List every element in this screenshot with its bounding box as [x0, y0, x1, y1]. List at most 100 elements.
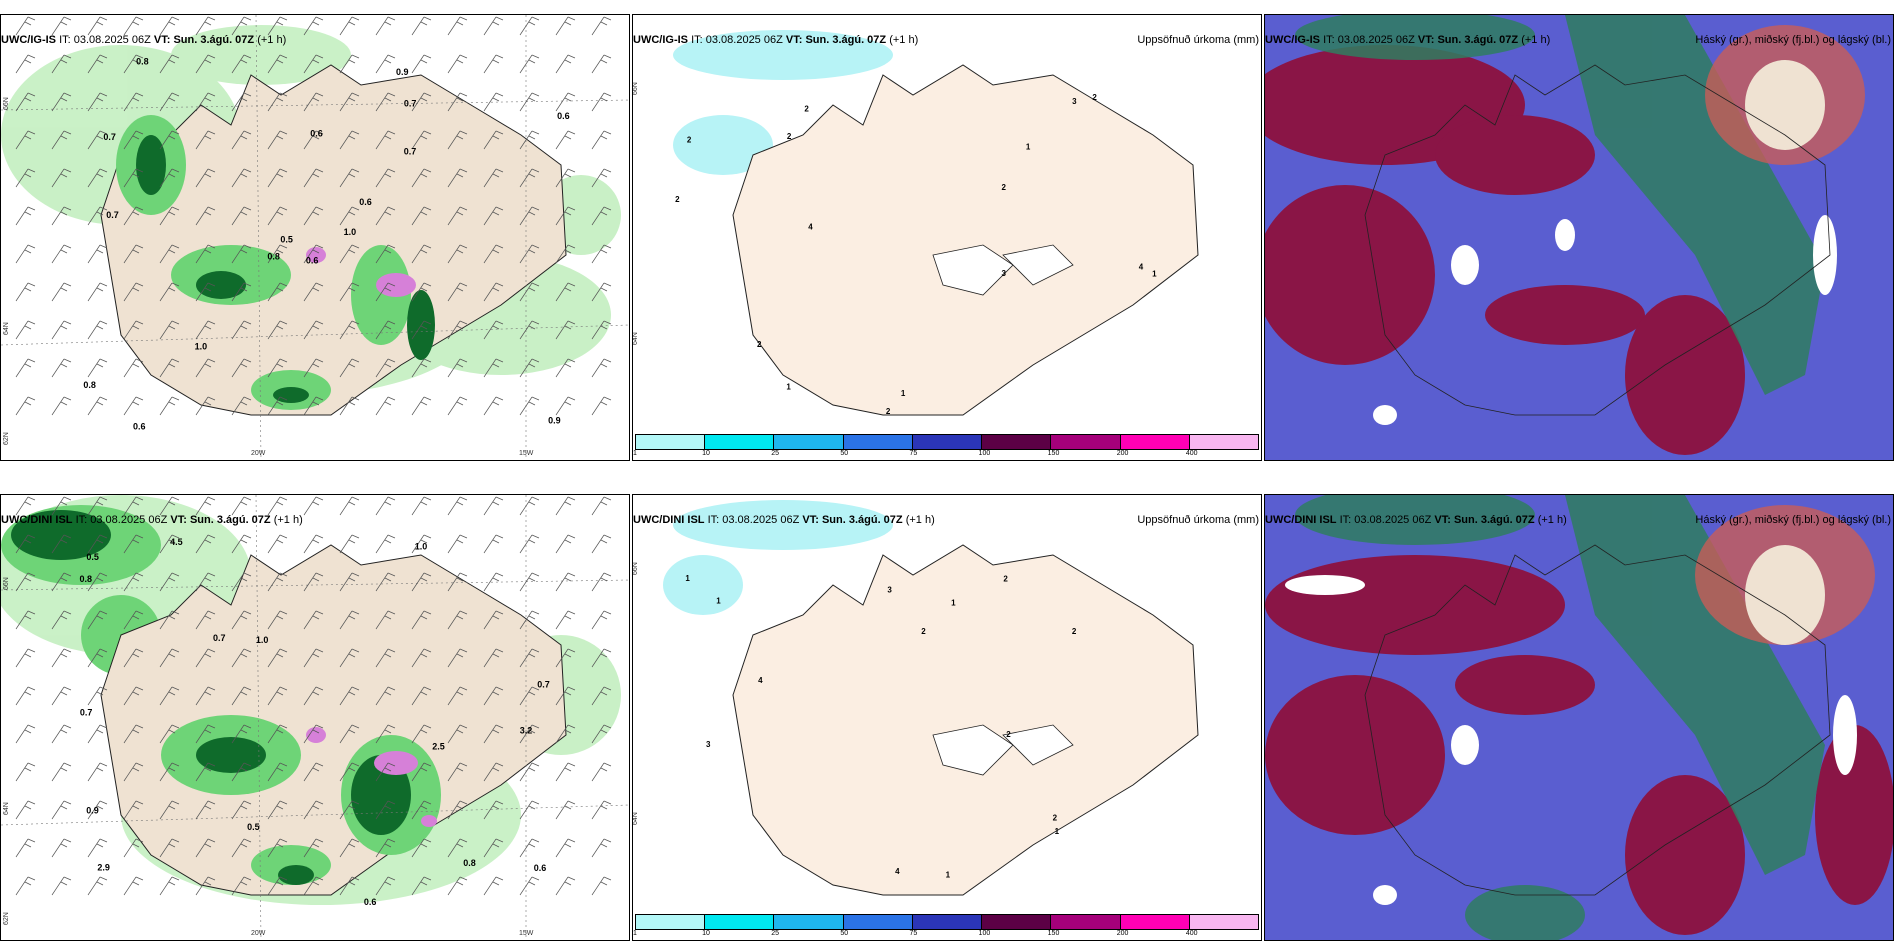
wind-barb — [519, 16, 540, 36]
wind-barb — [339, 724, 360, 744]
legend-tick-label: 1 — [633, 450, 637, 457]
vt-label: VT: — [785, 34, 803, 46]
value-label: 1.0 — [415, 541, 428, 551]
wind-barb — [159, 168, 180, 188]
wind-barb — [159, 838, 180, 858]
wind-barb — [591, 244, 612, 264]
wind-barb — [231, 16, 252, 36]
wind-barb — [447, 648, 468, 668]
wind-barb — [159, 92, 180, 112]
wind-precip-map: 0.60.70.50.80.61.00.90.60.71.00.80.90.70… — [1, 15, 629, 460]
wind-barb — [303, 244, 324, 264]
wind-barb — [447, 534, 468, 554]
wind-barb — [195, 800, 216, 820]
legend-swatch — [636, 435, 706, 449]
panel-header: UWC/DINI ISL IT: 03.08.2025 06Z VT: Sun.… — [632, 512, 1262, 528]
value-label: 0.6 — [133, 421, 146, 431]
wind-barb — [303, 686, 324, 706]
legend-swatch — [636, 915, 706, 929]
wind-barb — [195, 320, 216, 340]
wind-barb — [303, 648, 324, 668]
wind-barb — [447, 92, 468, 112]
wind-barb — [267, 244, 288, 264]
value-label: 0.6 — [306, 256, 319, 266]
value-label: 2 — [787, 132, 792, 141]
wind-barb — [339, 610, 360, 630]
wind-barb — [195, 54, 216, 74]
wind-barb — [51, 92, 72, 112]
wind-barb — [483, 648, 504, 668]
wind-barb — [519, 54, 540, 74]
value-label: 0.6 — [534, 863, 547, 873]
wind-barb — [159, 800, 180, 820]
legend-tick-label: 50 — [840, 930, 849, 937]
wind-barb — [267, 800, 288, 820]
value-label: 1 — [1055, 827, 1060, 836]
forecast-offset: (+1 h) — [905, 514, 935, 526]
wind-barb — [195, 496, 216, 516]
value-label: 2 — [1072, 627, 1077, 636]
wind-barb — [411, 800, 432, 820]
value-label: 2 — [921, 627, 926, 636]
wind-barb — [195, 130, 216, 150]
wind-barb — [339, 168, 360, 188]
wind-barb — [267, 282, 288, 302]
wind-barb — [555, 572, 576, 592]
legend-swatch — [982, 435, 1052, 449]
panel-right-title: Háský (gr.), miðský (fj.bl.) og lágský (… — [1695, 514, 1891, 526]
lat-label: 64N — [3, 322, 10, 335]
wind-barb — [231, 206, 252, 226]
wind-barb — [447, 800, 468, 820]
wind-barb — [303, 16, 324, 36]
wind-barb — [519, 800, 540, 820]
wind-barb — [519, 496, 540, 516]
map-panel-accum-precip-2: 2 1 1 2 4 3 1 2 4 3 2 1 2 1 1 10 25 50 75 100 150 200 400 66N… — [632, 494, 1262, 941]
wind-barb — [231, 724, 252, 744]
wind-barb — [231, 534, 252, 554]
precip-legend: 1 10 25 50 75 100 150 200 400 — [633, 432, 1261, 460]
wind-barb — [267, 686, 288, 706]
it-value: 03.08.2025 06Z — [722, 514, 800, 526]
wind-barb — [591, 358, 612, 378]
wind-barb — [555, 762, 576, 782]
wind-barb — [411, 168, 432, 188]
wind-barb — [375, 572, 396, 592]
value-label: 2 — [757, 340, 762, 349]
wind-barb — [591, 572, 612, 592]
wind-barb — [159, 876, 180, 896]
wind-barb — [51, 572, 72, 592]
wind-barb — [339, 648, 360, 668]
wind-barb — [267, 130, 288, 150]
lon-label: 20W — [251, 930, 266, 937]
wind-barb — [519, 396, 540, 416]
wind-barb — [339, 876, 360, 896]
wind-barb — [195, 534, 216, 554]
wind-barb — [375, 800, 396, 820]
vt-value: Sun. 3.ágú. 07Z — [1453, 514, 1535, 526]
wind-barb — [483, 396, 504, 416]
value-label: 2 — [1006, 730, 1011, 739]
it-label: IT: — [707, 514, 720, 526]
wind-barb — [87, 762, 108, 782]
panel-header: UWC/IG-IS IT: 03.08.2025 06Z VT: Sun. 3.… — [632, 32, 1262, 48]
wind-barb — [303, 320, 324, 340]
wind-barb — [411, 396, 432, 416]
wind-barb — [123, 534, 144, 554]
wind-barb — [267, 572, 288, 592]
wind-barb — [231, 496, 252, 516]
vt-label: VT: — [170, 514, 187, 526]
wind-barb — [303, 876, 324, 896]
wind-barb — [447, 762, 468, 782]
wind-barb — [267, 496, 288, 516]
wind-barb — [411, 320, 432, 340]
wind-barb — [87, 686, 108, 706]
wind-barb — [519, 572, 540, 592]
wind-barb — [375, 534, 396, 554]
wind-barb — [303, 762, 324, 782]
wind-barb — [447, 206, 468, 226]
wind-barb — [15, 800, 36, 820]
wind-barb — [231, 648, 252, 668]
legend-tick-label: 1 — [633, 930, 637, 937]
wind-barb — [15, 876, 36, 896]
